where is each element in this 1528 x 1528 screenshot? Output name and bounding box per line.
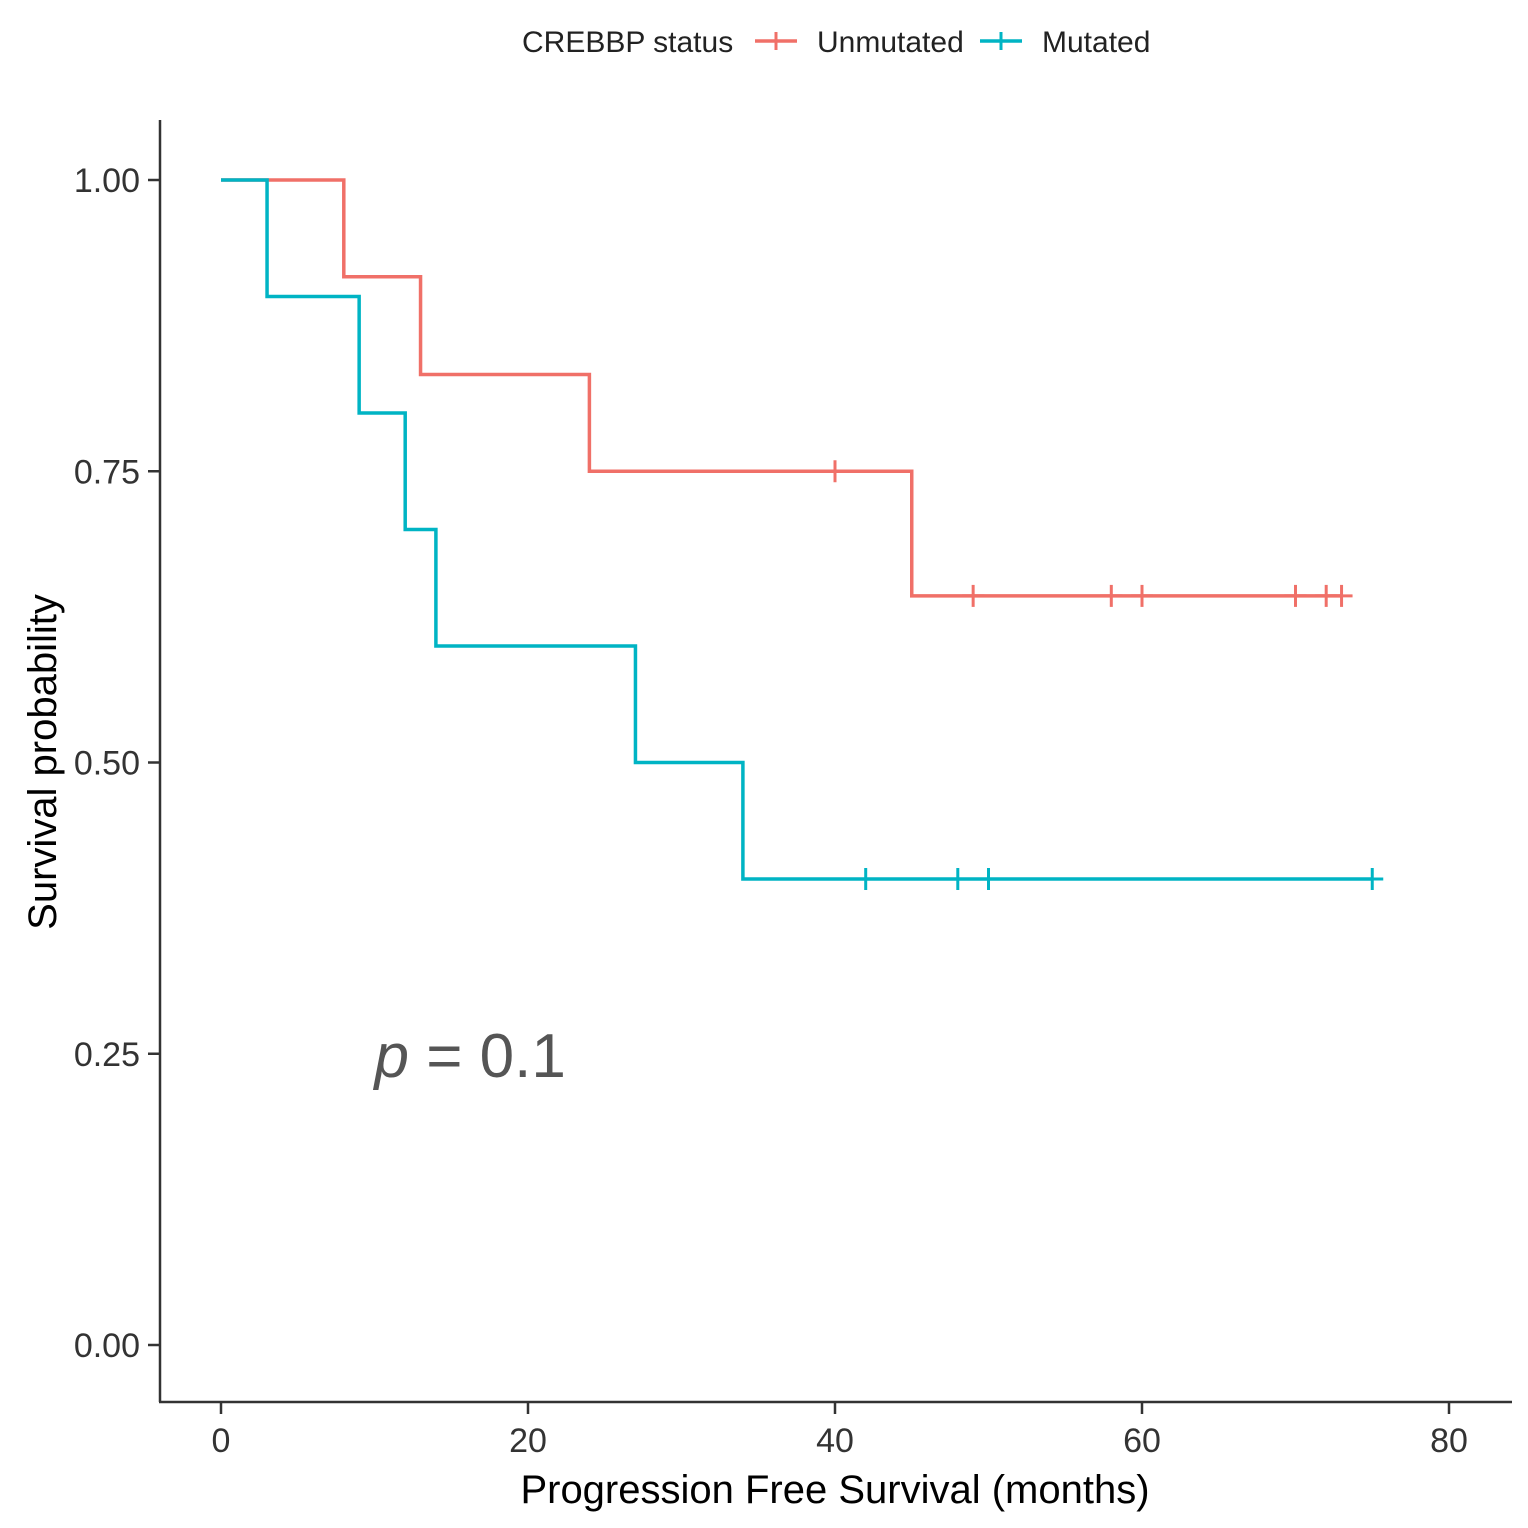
legend-label-mutated: Mutated (1042, 26, 1150, 59)
x-tick-label: 20 (509, 1422, 547, 1460)
x-axis-ticks: 0 20 40 60 80 (212, 1402, 1468, 1460)
censor-mark-unmutated (962, 584, 985, 607)
x-axis-title: Progression Free Survival (months) (520, 1468, 1149, 1512)
p-value-symbol: p (373, 1022, 409, 1091)
x-tick-label: 60 (1123, 1422, 1161, 1460)
y-tick-label: 0.50 (74, 745, 140, 783)
x-tick-label: 0 (212, 1422, 231, 1460)
p-value-text: = 0.1 (409, 1022, 566, 1091)
legend: CREBBP status Unmutated Mutated (522, 26, 1150, 59)
y-tick-label: 0.00 (74, 1327, 140, 1365)
censor-mark-unmutated (1131, 584, 1153, 607)
series-mutated (221, 178, 1384, 890)
legend-title: CREBBP status (522, 26, 733, 59)
censor-mark-unmutated (1100, 584, 1123, 607)
survival-curve-unmutated (221, 178, 1342, 598)
y-tick-label: 0.75 (74, 453, 140, 491)
censor-mark-mutated (946, 868, 969, 890)
p-value-annotation: p = 0.1 (373, 1022, 566, 1091)
y-axis-ticks: 0.00 0.25 0.50 0.75 1.00 (74, 162, 160, 1365)
censor-mark-unmutated (1284, 584, 1307, 607)
series-layer (221, 178, 1384, 890)
survival-curve-mutated (221, 178, 1373, 881)
censor-mark-mutated (1361, 868, 1384, 890)
censor-mark-mutated (854, 868, 877, 890)
censor-mark-unmutated (824, 460, 846, 483)
censor-mark-unmutated (1330, 584, 1353, 607)
x-tick-label: 40 (816, 1422, 854, 1460)
series-unmutated (221, 178, 1353, 607)
y-tick-label: 0.25 (74, 1036, 140, 1074)
legend-label-unmutated: Unmutated (817, 26, 964, 59)
x-tick-label: 80 (1430, 1422, 1468, 1460)
y-tick-label: 1.00 (74, 162, 140, 200)
censor-mark-mutated (977, 868, 1000, 890)
y-axis-title: Survival probability (21, 594, 65, 930)
